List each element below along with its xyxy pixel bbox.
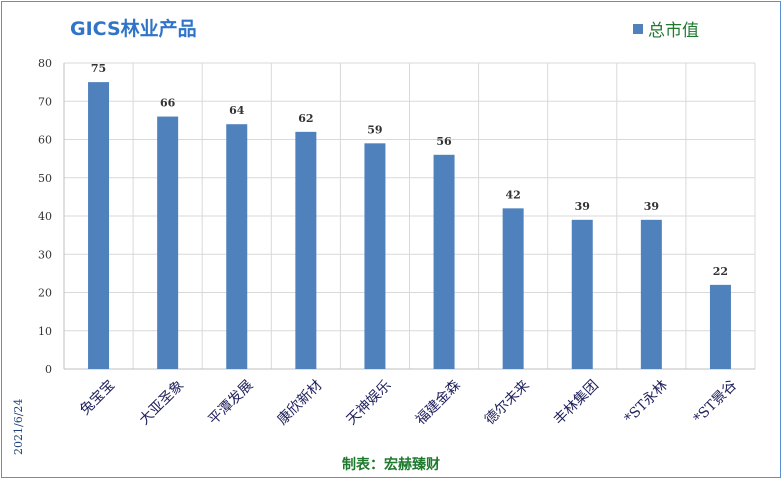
data-label: 64	[229, 104, 245, 117]
x-tick-label: 康欣新材	[274, 377, 326, 429]
bar	[709, 284, 731, 369]
data-label: 42	[505, 188, 520, 201]
chart-title: GICS林业产品	[70, 18, 197, 40]
x-tick-label: *ST永林	[622, 377, 671, 426]
x-tick-label: 平潭发展	[205, 377, 257, 429]
bar	[226, 124, 248, 369]
bar	[433, 154, 455, 369]
legend-label: 总市值	[648, 21, 699, 41]
footer-credit: 制表：宏赫臻财	[342, 457, 440, 473]
data-label: 59	[367, 123, 382, 136]
x-tick-label: *ST景谷	[691, 377, 740, 426]
x-tick-label: 德尔未来	[482, 377, 533, 428]
x-tick-label: 丰林集团	[550, 377, 602, 429]
data-label: 22	[713, 265, 728, 278]
y-tick-label: 10	[38, 325, 52, 338]
date-label: 2021/6/24	[12, 398, 25, 455]
bar	[364, 143, 386, 369]
bar	[571, 219, 593, 369]
bar	[88, 82, 110, 369]
legend: 总市值	[633, 16, 699, 41]
y-tick-label: 50	[38, 172, 52, 185]
x-tick-label: 兔宝宝	[77, 377, 118, 418]
x-tick-label: 大亚圣象	[136, 377, 187, 428]
bar	[295, 131, 317, 369]
y-tick-label: 0	[45, 363, 52, 376]
y-tick-label: 70	[38, 95, 52, 108]
bar	[502, 208, 524, 369]
data-label: 39	[575, 200, 590, 213]
x-tick-label: 福建金森	[413, 377, 464, 428]
data-label: 62	[298, 112, 313, 125]
y-tick-label: 30	[38, 248, 52, 261]
y-tick-label: 60	[38, 134, 52, 147]
data-label: 56	[436, 135, 452, 148]
data-label: 75	[91, 62, 106, 75]
y-tick-label: 80	[38, 57, 52, 70]
y-tick-label: 20	[38, 287, 52, 300]
bar	[640, 219, 662, 369]
y-tick-label: 40	[38, 210, 52, 223]
x-tick-label: 天神娱乐	[344, 377, 395, 428]
data-label: 39	[644, 200, 659, 213]
bar	[157, 116, 179, 369]
data-label: 66	[160, 97, 176, 110]
legend-swatch	[633, 23, 643, 34]
